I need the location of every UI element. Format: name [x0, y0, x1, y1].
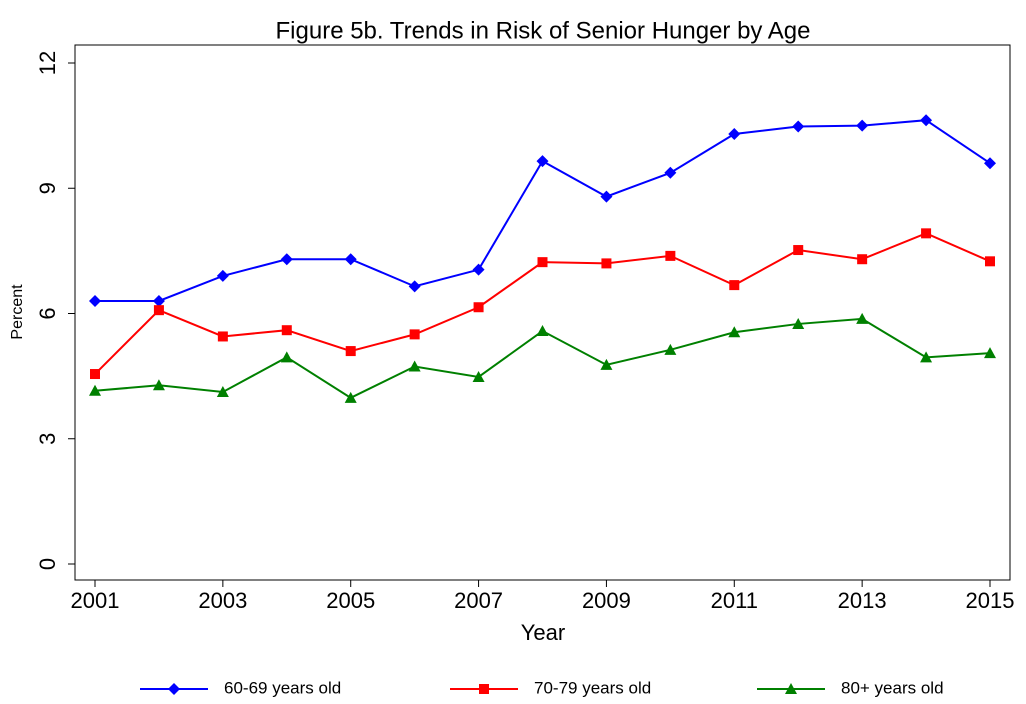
data-point: [857, 254, 868, 265]
data-point: [409, 329, 420, 340]
data-point: [600, 190, 613, 203]
x-tick-label: 2007: [454, 588, 503, 613]
data-point: [281, 325, 292, 336]
x-tick-label: 2003: [198, 588, 247, 613]
chart-title: Figure 5b. Trends in Risk of Senior Hung…: [276, 17, 811, 44]
data-point: [856, 119, 869, 132]
data-point: [728, 127, 741, 140]
data-point: [217, 331, 228, 342]
plot-frame: [74, 44, 1011, 581]
legend-marker: [785, 683, 797, 694]
data-point: [536, 155, 549, 168]
y-tick-label: 9: [35, 182, 60, 194]
legend-marker: [168, 683, 180, 695]
y-tick-label: 12: [35, 51, 60, 75]
data-point: [792, 317, 805, 329]
data-point: [472, 263, 485, 276]
x-tick-label: 2015: [966, 588, 1015, 613]
legend-label: 60-69 years old: [224, 678, 341, 697]
data-point: [408, 360, 421, 372]
legend-label: 70-79 years old: [534, 678, 651, 697]
data-point: [216, 385, 229, 397]
x-tick-label: 2013: [838, 588, 887, 613]
data-point: [984, 347, 996, 359]
data-point: [664, 343, 677, 355]
data-point: [472, 370, 485, 382]
data-point: [152, 294, 165, 307]
data-point: [536, 325, 549, 337]
data-point: [601, 258, 612, 269]
x-tick-label: 2001: [71, 588, 120, 613]
data-point: [792, 120, 805, 133]
data-point: [408, 280, 421, 293]
data-point: [89, 294, 101, 307]
data-point: [537, 257, 548, 268]
y-axis-label: Percent: [9, 284, 26, 340]
data-point: [793, 245, 804, 256]
data-point: [90, 369, 100, 380]
data-point: [920, 351, 933, 363]
data-point: [345, 346, 356, 357]
x-tick-label: 2011: [711, 588, 758, 613]
data-point: [280, 253, 293, 266]
data-point: [473, 302, 484, 313]
y-tick-label: 6: [35, 307, 60, 319]
data-point: [600, 358, 613, 370]
data-point: [921, 228, 932, 239]
legend-marker: [479, 684, 489, 694]
data-point: [664, 166, 677, 179]
data-point: [89, 384, 101, 396]
legend-label: 80+ years old: [841, 678, 944, 697]
data-point: [985, 256, 995, 267]
data-point: [216, 269, 229, 282]
data-point: [984, 157, 996, 170]
data-point: [729, 280, 740, 291]
y-tick-label: 3: [35, 433, 60, 445]
data-point: [665, 250, 676, 261]
data-point: [152, 379, 165, 391]
data-point: [153, 305, 164, 316]
y-tick-label: 0: [35, 558, 60, 570]
data-point: [344, 391, 357, 403]
x-axis-label: Year: [521, 620, 565, 645]
data-point: [344, 253, 357, 266]
x-tick-label: 2009: [582, 588, 631, 613]
data-point: [920, 114, 933, 127]
data-point: [856, 312, 869, 324]
data-point: [728, 326, 741, 338]
x-tick-label: 2005: [326, 588, 375, 613]
data-point: [280, 351, 293, 363]
